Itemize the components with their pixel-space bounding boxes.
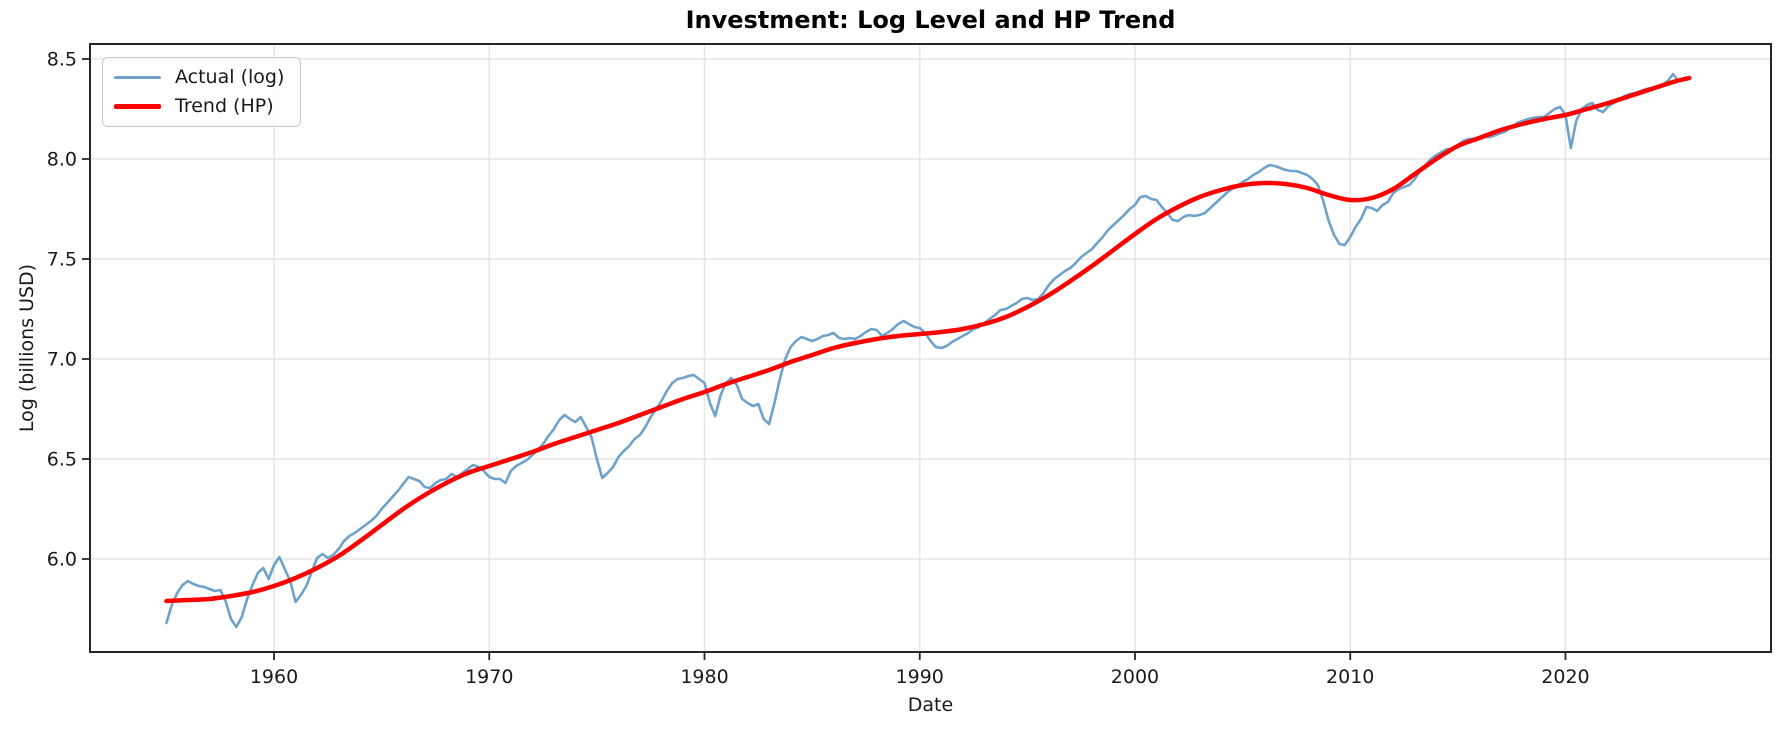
x-tick-label: 1960 [250,666,298,688]
legend: Actual (log) Trend (HP) [102,57,302,127]
x-tick-label: 2000 [1111,666,1159,688]
legend-item-actual: Actual (log) [114,67,284,88]
x-tick-label: 2010 [1326,666,1374,688]
y-tick-label: 6.0 [47,549,77,571]
x-tick-label: 1980 [680,666,728,688]
x-tick-label: 1990 [896,666,944,688]
trend-line-swatch [114,104,161,109]
actual-line-swatch [114,76,161,79]
actual-line [165,72,1691,629]
axes-frame [89,43,1772,653]
chart-title: Investment: Log Level and HP Trend [685,6,1176,34]
y-tick-label: 8.5 [47,49,77,71]
y-tick-label: 8.0 [47,149,77,171]
legend-label-actual: Actual (log) [175,66,285,88]
y-tick-label: 7.5 [47,249,77,271]
legend-label-trend: Trend (HP) [175,94,274,117]
trend-line [164,75,1692,604]
x-tick-label: 2020 [1541,666,1589,688]
y-tick-label: 7.0 [47,349,77,371]
y-tick-label: 6.5 [47,449,77,471]
legend-item-trend: Trend (HP) [114,94,284,117]
x-axis-label: Date [907,694,954,716]
x-tick-label: 1970 [465,666,513,688]
